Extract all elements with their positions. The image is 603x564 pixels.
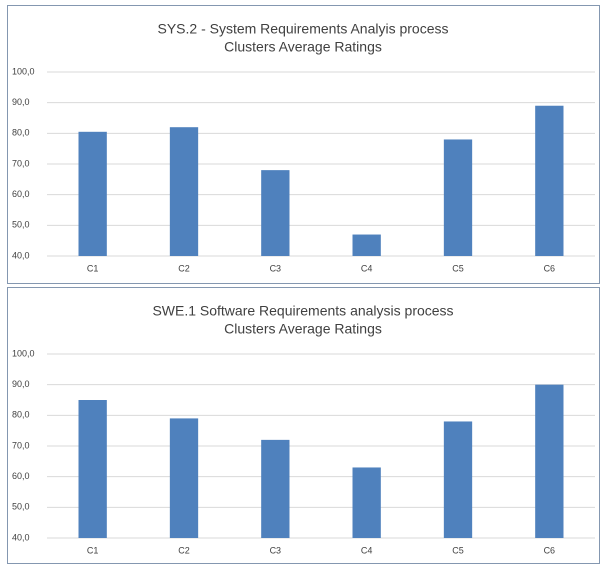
chart-panel: SYS.2 - System Requirements Analyis proc…	[7, 5, 600, 284]
chart-subtitle: Clusters Average Ratings	[224, 321, 382, 337]
chart-title: SYS.2 - System Requirements Analyis proc…	[157, 21, 448, 37]
x-tick-label: C1	[87, 263, 99, 273]
y-tick-label: 60,0	[12, 471, 30, 481]
x-tick-label: C3	[270, 545, 282, 555]
bar	[169, 418, 199, 538]
y-tick-label: 50,0	[12, 220, 30, 230]
y-tick-label: 80,0	[12, 128, 30, 138]
y-tick-label: 90,0	[12, 379, 30, 389]
bar	[78, 400, 107, 538]
bar	[535, 105, 564, 256]
x-tick-label: C6	[544, 263, 556, 273]
bar	[352, 234, 381, 256]
x-tick-label: C5	[452, 263, 464, 273]
y-tick-label: 60,0	[12, 189, 30, 199]
x-tick-label: C4	[361, 263, 373, 273]
x-tick-label: C2	[178, 263, 190, 273]
x-tick-label: C1	[87, 545, 99, 555]
x-tick-label: C5	[452, 545, 464, 555]
x-tick-label: C6	[544, 545, 556, 555]
y-tick-label: 70,0	[12, 440, 30, 450]
bar	[169, 127, 199, 256]
y-tick-label: 70,0	[12, 158, 30, 168]
y-tick-label: 90,0	[12, 97, 30, 107]
bar	[443, 421, 473, 538]
bar	[352, 467, 381, 538]
chart-subtitle: Clusters Average Ratings	[224, 39, 382, 55]
chart-panel: SWE.1 Software Requirements analysis pro…	[7, 287, 600, 564]
y-tick-label: 40,0	[12, 250, 30, 260]
y-tick-label: 100,0	[12, 66, 35, 76]
bar	[261, 439, 290, 538]
x-tick-label: C2	[178, 545, 190, 555]
bar	[535, 384, 564, 538]
x-tick-label: C4	[361, 545, 373, 555]
bar	[443, 139, 473, 256]
y-tick-label: 100,0	[12, 348, 35, 358]
y-tick-label: 50,0	[12, 502, 30, 512]
y-tick-label: 40,0	[12, 532, 30, 542]
chart-title: SWE.1 Software Requirements analysis pro…	[152, 303, 453, 319]
bar	[78, 131, 107, 256]
bar	[261, 170, 290, 256]
y-tick-label: 80,0	[12, 410, 30, 420]
x-tick-label: C3	[270, 263, 282, 273]
